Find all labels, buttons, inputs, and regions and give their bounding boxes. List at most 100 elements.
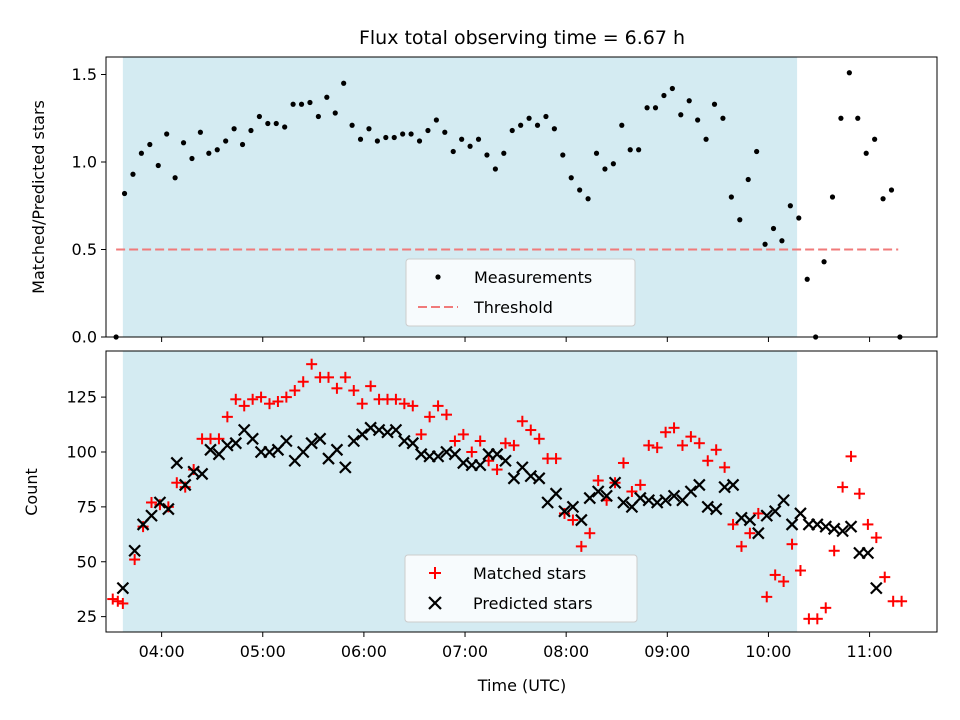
predicted-point — [549, 487, 563, 500]
matched-point — [432, 400, 444, 412]
data-point — [796, 215, 802, 221]
matched-point — [643, 439, 655, 451]
x-tick-label: 07:00 — [442, 642, 488, 661]
data-point — [357, 136, 364, 142]
matched-point — [322, 371, 334, 383]
data-point — [341, 80, 347, 86]
matched-point — [752, 507, 764, 519]
matched-point — [457, 428, 469, 440]
data-point — [518, 122, 524, 128]
x-tick-label: 08:00 — [543, 642, 589, 661]
predicted-point — [507, 472, 521, 485]
matched-point — [499, 437, 511, 449]
predicted-point — [794, 507, 807, 520]
predicted-point — [128, 544, 141, 558]
data-point — [273, 120, 279, 127]
top-legend: Measurements Threshold — [405, 258, 636, 327]
chart-title: Flux total observing time = 6.67 h — [359, 27, 685, 49]
data-point — [256, 113, 262, 120]
bottom-legend-box — [404, 554, 638, 623]
matched-point — [424, 411, 436, 423]
predicted-point — [591, 485, 605, 498]
data-point — [686, 98, 692, 104]
data-point — [551, 126, 557, 132]
predicted-point — [162, 502, 175, 516]
bottom-legend: Matched stars Predicted stars — [404, 554, 638, 623]
data-point — [888, 187, 895, 193]
data-point — [290, 101, 296, 107]
data-point — [821, 259, 827, 265]
data-point — [484, 152, 490, 158]
matched-point — [297, 376, 309, 388]
matched-point — [853, 488, 865, 500]
legend-predicted-marker — [428, 596, 442, 610]
data-point — [248, 127, 254, 134]
top-y-axis-label: Matched/Predicted stars — [29, 100, 48, 294]
matched-point — [331, 382, 343, 394]
matched-point — [896, 595, 908, 607]
predicted-point — [178, 478, 192, 492]
matched-point — [592, 475, 604, 487]
data-point — [442, 129, 448, 135]
data-point — [239, 141, 246, 148]
data-point — [787, 203, 793, 209]
predicted-point — [709, 502, 723, 516]
data-point — [391, 134, 397, 141]
x-axis-label: Time (UTC) — [477, 676, 566, 695]
matched-point — [769, 569, 781, 581]
predicted-point — [684, 485, 698, 498]
matched-point — [617, 457, 629, 469]
data-point — [501, 150, 507, 156]
matched-point — [634, 479, 646, 491]
x-tick-label: 09:00 — [644, 642, 690, 661]
predicted-point — [473, 458, 487, 472]
matched-point — [584, 527, 596, 539]
matched-point — [407, 400, 419, 412]
predicted-point — [558, 504, 571, 518]
predicted-point — [608, 476, 622, 489]
predicted-point — [204, 443, 217, 457]
matched-point — [466, 446, 478, 458]
matched-point — [710, 444, 722, 456]
data-point — [770, 225, 777, 232]
data-point — [130, 171, 136, 177]
predicted-point — [566, 500, 580, 514]
matched-point — [247, 393, 259, 405]
data-point — [678, 112, 684, 118]
data-point — [585, 196, 591, 202]
matched-point — [668, 422, 680, 434]
y-tick-label: 125 — [66, 388, 97, 407]
data-point — [164, 131, 170, 137]
matched-point — [575, 540, 587, 552]
matched-point — [626, 486, 638, 497]
bottom-panel: 25 50 75 100 125 04:00 05:00 06:00 07:00 08:00 09… — [22, 350, 938, 661]
matched-point — [339, 371, 351, 383]
data-point — [459, 136, 465, 142]
data-point — [526, 115, 532, 121]
data-point — [383, 134, 389, 141]
data-point — [214, 147, 220, 153]
data-point — [425, 127, 431, 134]
data-point — [231, 126, 237, 132]
matched-point — [778, 576, 790, 588]
data-point — [838, 115, 844, 121]
data-point — [121, 190, 128, 197]
legend-measurements-marker — [435, 274, 441, 280]
predicted-point — [313, 432, 327, 446]
data-point — [138, 150, 144, 156]
data-point — [433, 117, 439, 123]
data-point — [197, 129, 203, 135]
data-point — [172, 175, 178, 181]
data-point — [720, 115, 726, 121]
predicted-point — [431, 450, 445, 463]
predicted-point — [195, 467, 209, 481]
matched-point — [837, 481, 849, 493]
matched-point — [862, 518, 874, 530]
top-legend-box — [405, 258, 636, 327]
predicted-point — [659, 494, 672, 507]
matched-point — [525, 424, 537, 436]
data-point — [416, 138, 423, 144]
data-point — [644, 105, 650, 111]
matched-point — [107, 593, 119, 605]
data-point — [400, 131, 406, 137]
